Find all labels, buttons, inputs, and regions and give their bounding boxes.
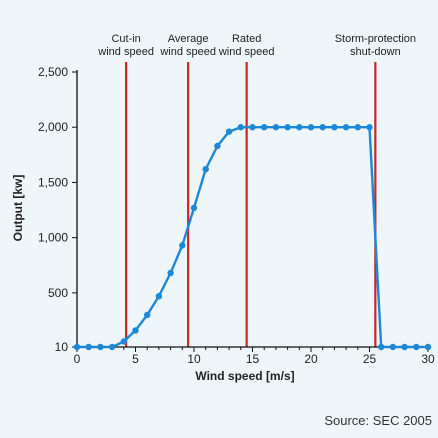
x-axis-title: Wind speed [m/s] bbox=[195, 369, 294, 383]
axes: 10 500 1,000 1,500 2,000 2,500 0 5 10 15 20 25 30 bbox=[38, 65, 435, 366]
data-point bbox=[284, 124, 291, 131]
reference-line-label: Cut-in bbox=[111, 33, 140, 45]
source-note: Source: SEC 2005 bbox=[324, 413, 432, 428]
data-point bbox=[190, 204, 198, 212]
reference-line-label: Rated bbox=[232, 33, 261, 45]
data-point bbox=[413, 343, 420, 351]
data-point bbox=[389, 343, 397, 351]
data-point bbox=[108, 343, 116, 351]
x-tick-label: 25 bbox=[363, 352, 377, 366]
y-tick-label: 10 bbox=[55, 340, 69, 354]
data-point bbox=[132, 327, 139, 334]
x-tick-label: 30 bbox=[421, 352, 435, 366]
reference-lines bbox=[125, 62, 377, 347]
data-point bbox=[179, 242, 186, 249]
y-tick-label: 2,000 bbox=[38, 120, 68, 134]
x-tick-label: 0 bbox=[74, 352, 81, 366]
reference-line-label: wind speed bbox=[97, 46, 154, 58]
data-point bbox=[319, 124, 326, 131]
data-point bbox=[214, 142, 221, 150]
data-point bbox=[378, 343, 385, 351]
y-axis-title: Output [kw] bbox=[11, 175, 25, 242]
reference-line-label: Average bbox=[168, 33, 209, 45]
data-point bbox=[354, 124, 361, 131]
data-point bbox=[342, 124, 350, 131]
data-point bbox=[307, 124, 315, 131]
data-point bbox=[331, 124, 338, 131]
data-point bbox=[73, 343, 81, 351]
reference-line-label: shut-down bbox=[350, 46, 401, 58]
y-tick-label: 1,500 bbox=[38, 175, 68, 189]
data-point bbox=[202, 165, 209, 173]
data-point bbox=[424, 343, 432, 351]
reference-line-label: wind speed bbox=[218, 46, 275, 58]
data-point bbox=[261, 124, 268, 131]
x-tick-label: 10 bbox=[187, 352, 201, 366]
data-point bbox=[85, 343, 92, 351]
data-point bbox=[167, 269, 174, 277]
data-point bbox=[97, 343, 104, 351]
data-point bbox=[296, 124, 303, 131]
data-point bbox=[155, 292, 163, 300]
data-point bbox=[249, 124, 256, 131]
data-point bbox=[272, 124, 280, 131]
data-point bbox=[366, 124, 373, 131]
x-tick-label: 15 bbox=[246, 352, 260, 366]
reference-line-label: wind speed bbox=[159, 46, 216, 58]
x-tick-label: 5 bbox=[132, 352, 139, 366]
y-tick-label: 2,500 bbox=[38, 65, 68, 79]
y-tick-label: 1,000 bbox=[38, 231, 68, 245]
data-point bbox=[225, 128, 233, 135]
x-tick-label: 20 bbox=[304, 352, 318, 366]
reference-line-label: Storm-protection bbox=[335, 33, 416, 45]
data-point bbox=[237, 124, 244, 131]
series bbox=[73, 124, 432, 351]
data-point bbox=[144, 311, 151, 319]
data-point bbox=[401, 343, 408, 351]
y-tick-label: 500 bbox=[48, 286, 68, 300]
data-point bbox=[120, 338, 128, 345]
